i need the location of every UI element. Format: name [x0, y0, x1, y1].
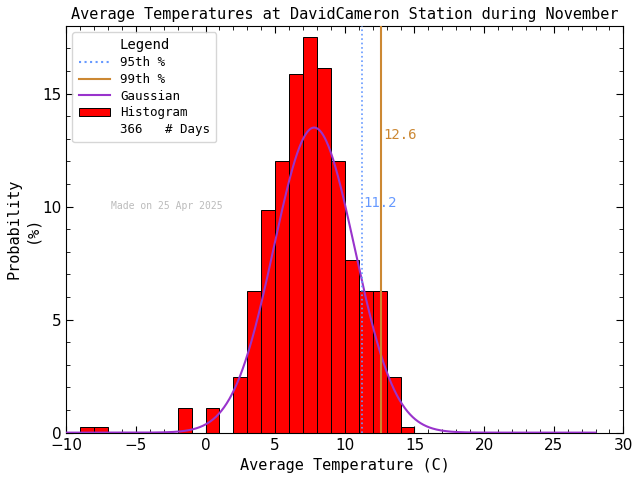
Text: 12.6: 12.6 — [383, 128, 417, 142]
Bar — [331, 161, 345, 432]
Text: 11.2: 11.2 — [364, 196, 397, 210]
Text: Made on 25 Apr 2025: Made on 25 Apr 2025 — [111, 201, 223, 211]
Bar — [401, 427, 415, 432]
Bar — [275, 161, 289, 432]
Bar — [387, 377, 401, 432]
Bar — [317, 68, 331, 432]
Bar — [94, 427, 108, 432]
Bar — [372, 291, 387, 432]
Bar — [261, 210, 275, 432]
Bar — [247, 291, 261, 432]
Legend: 95th %, 99th %, Gaussian, Histogram, 366   # Days: 95th %, 99th %, Gaussian, Histogram, 366… — [72, 32, 216, 143]
Bar — [205, 408, 220, 432]
Title: Average Temperatures at DavidCameron Station during November: Average Temperatures at DavidCameron Sta… — [71, 7, 618, 22]
Bar — [80, 427, 94, 432]
Bar — [345, 260, 359, 432]
Bar — [359, 291, 372, 432]
Bar — [234, 377, 247, 432]
Bar — [178, 408, 191, 432]
Bar — [303, 37, 317, 432]
Bar — [289, 74, 303, 432]
Y-axis label: Probability
(%): Probability (%) — [7, 179, 39, 279]
X-axis label: Average Temperature (C): Average Temperature (C) — [240, 458, 450, 473]
